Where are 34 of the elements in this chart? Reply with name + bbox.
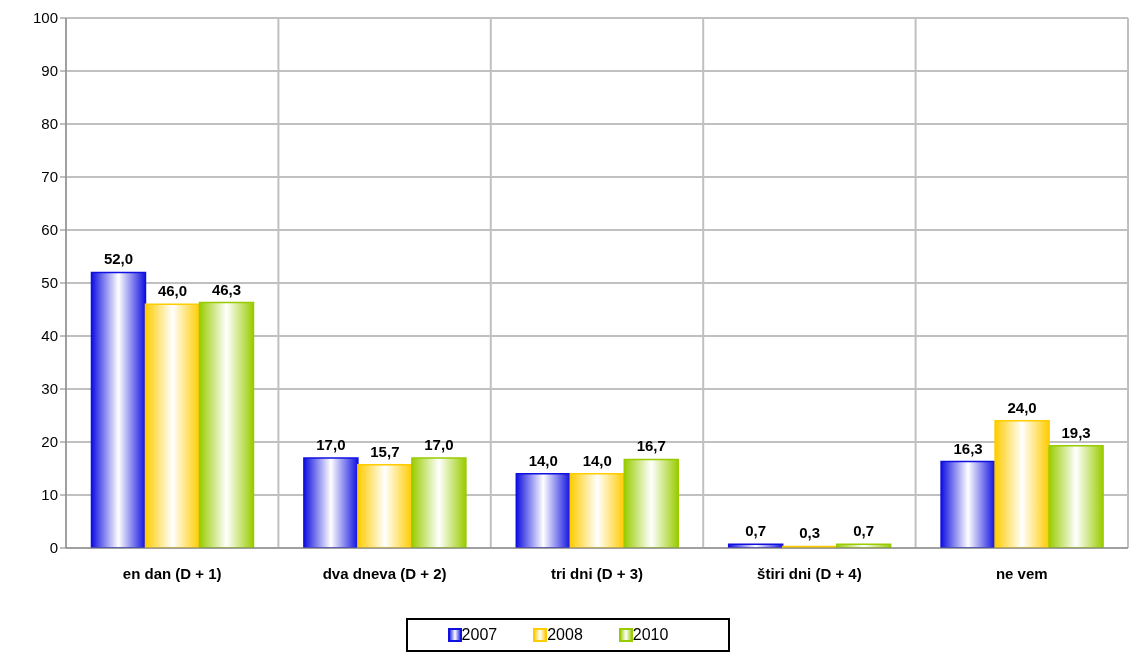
data-label: 16,7 [636,437,666,455]
x-tick-label: štiri dni (D + 4) [757,564,862,582]
data-label: 52,0 [103,250,134,268]
x-tick-label: tri dni (D + 3) [550,564,644,582]
y-tick-label: 80 [41,115,58,133]
data-label: 46,0 [157,282,188,300]
x-tick-label: dva dneva (D + 2) [322,564,447,582]
y-tick-label: 40 [41,327,58,345]
data-label: 17,0 [424,435,454,453]
legend-label: 2010 [632,626,669,644]
y-tick-label: 10 [41,486,58,504]
data-label: 0,7 [745,522,767,540]
y-tick-label: 60 [41,221,58,239]
x-tick-label: en dan (D + 1) [122,564,222,582]
y-tick-label: 100 [32,9,58,27]
data-label: 0,3 [799,524,821,542]
legend-label: 2007 [461,626,498,644]
data-label: 17,0 [316,435,346,453]
y-tick-label: 70 [41,168,58,186]
data-label: 0,7 [853,522,875,540]
data-label: 46,3 [211,280,242,298]
data-label: 14,0 [528,451,558,469]
y-tick-label: 90 [41,62,58,80]
data-label: 14,0 [582,451,612,469]
data-label: 16,3 [953,439,983,457]
y-tick-label: 20 [41,433,58,451]
data-label: 19,3 [1061,423,1091,441]
y-tick-label: 0 [49,539,58,557]
y-tick-label: 50 [41,274,58,292]
data-label: 24,0 [1007,398,1037,416]
y-tick-label: 30 [41,380,58,398]
data-label: 15,7 [370,442,400,460]
x-tick-label: ne vem [995,564,1048,582]
legend-label: 2008 [547,626,583,644]
